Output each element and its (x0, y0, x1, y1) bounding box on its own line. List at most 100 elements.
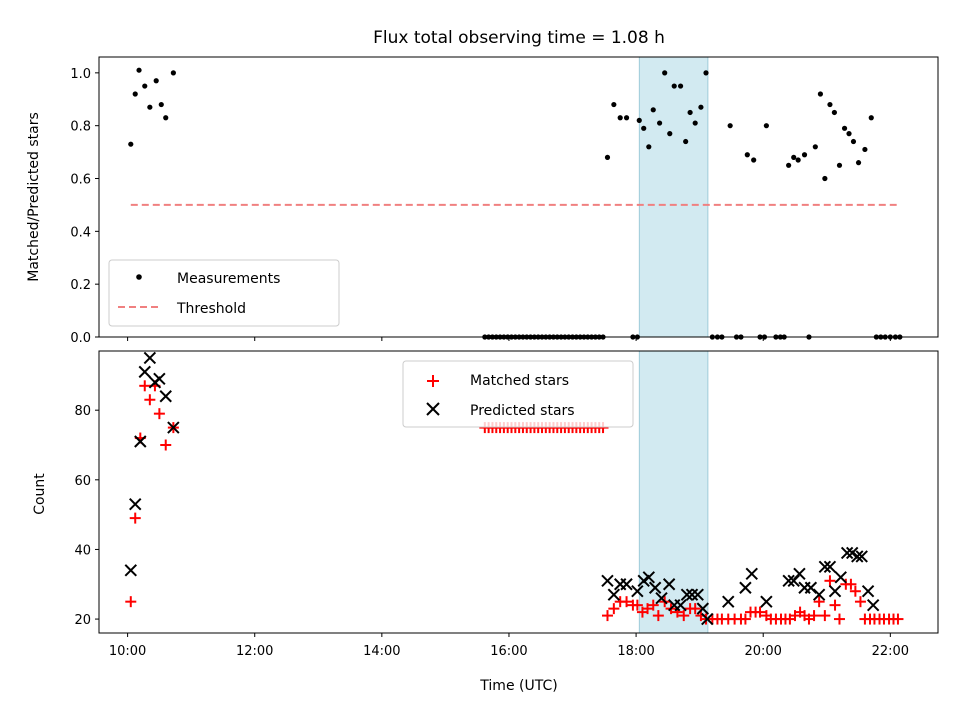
predicted-stars-point (159, 390, 172, 403)
predicted-stars-point (685, 588, 699, 601)
predicted-stars-point (818, 560, 832, 574)
measurement-point (850, 138, 857, 145)
measurement-point (868, 115, 874, 121)
ratio-y-tick-label: 0.0 (70, 331, 91, 346)
predicted-stars-point (701, 612, 714, 626)
ratio-y-tick-label: 0.6 (70, 173, 91, 188)
figure-title: Flux total observing time = 1.08 h (373, 28, 665, 48)
count-panel: 20 40 60 80 10:00 12:00 14:00 16:00 18:00 20:00 2… (32, 350, 939, 694)
predicted-stars-point (167, 421, 180, 434)
measurement-point (153, 78, 159, 84)
predicted-stars-point (129, 497, 142, 511)
matched-stars-point (813, 596, 825, 608)
count-y-tick-label: 60 (74, 474, 91, 489)
count-y-axis: 20 40 60 80 (74, 404, 99, 628)
predicted-stars-point (138, 365, 151, 379)
count-y-tick-label: 40 (74, 543, 91, 558)
predicted-legend-label: Predicted stars (470, 403, 575, 419)
measurement-point (667, 131, 673, 137)
measurement-point (623, 115, 630, 121)
matched-stars-point (819, 610, 831, 622)
measurement-point (650, 107, 656, 113)
matched-stars-point (652, 610, 664, 622)
matched-stars-point (647, 599, 659, 611)
measurement-point (698, 104, 704, 110)
measurement-point (170, 70, 176, 76)
measurement-point (817, 91, 824, 97)
measurement-point (692, 120, 698, 126)
matched-stars-point (754, 606, 766, 618)
predicted-stars-point (823, 560, 837, 574)
predicted-stars-point (655, 591, 668, 605)
matched-stars-point (892, 613, 904, 625)
measurement-point (786, 162, 792, 168)
measurement-point (791, 154, 797, 160)
predicted-stars-point (143, 351, 157, 365)
predicted-stars-point (674, 598, 687, 612)
x-axis-label: Time (UTC) (479, 678, 557, 694)
matched-stars-point (849, 585, 861, 597)
measurement-point (727, 123, 733, 129)
measurement-point (744, 152, 750, 158)
measurement-point (751, 157, 757, 163)
count-x-tick-label: 18:00 (617, 644, 654, 659)
threshold-legend-label: Threshold (176, 301, 246, 317)
predicted-stars-point (828, 585, 842, 598)
measurement-point (657, 120, 663, 126)
predicted-stars-point (631, 585, 644, 598)
matched-stars-point (833, 613, 845, 625)
predicted-stars-point (855, 550, 868, 563)
measurement-point (846, 131, 852, 137)
measurement-point (855, 160, 862, 166)
predicted-stars-point (648, 581, 662, 594)
matched-stars-point (808, 610, 820, 622)
matched-stars-point (129, 512, 141, 524)
measurement-point (827, 101, 833, 108)
count-x-tick-label: 16:00 (490, 644, 527, 659)
predicted-stars-point (866, 598, 880, 612)
predicted-stars-point (124, 564, 137, 577)
measurement-point (687, 109, 693, 116)
measurement-point (136, 67, 142, 73)
count-legend: Matched stars Predicted stars (402, 360, 634, 428)
predicted-stars-point (680, 588, 694, 601)
predicted-stars-point (662, 578, 676, 591)
predicted-stars-point (696, 602, 710, 615)
ratio-y-axis: 0.0 0.2 0.4 0.6 0.8 1.0 (70, 67, 99, 346)
predicted-stars-point (840, 546, 854, 560)
measurement-point (836, 162, 843, 168)
ratio-legend-box (108, 259, 340, 327)
count-y-axis-label: Count (32, 473, 48, 515)
count-panel-frame (98, 350, 939, 634)
count-x-axis: 10:00 12:00 14:00 16:00 18:00 20:00 22:00 (109, 633, 909, 659)
matched-legend-label: Matched stars (470, 373, 569, 389)
matched-stars-point (125, 596, 137, 608)
measurement-point (646, 144, 652, 150)
matched-stars-point (153, 408, 165, 420)
measurement-point (841, 125, 848, 131)
measurement-point (671, 83, 677, 89)
measurement-point (617, 115, 623, 121)
matched-stars-point (689, 603, 701, 615)
matched-stars-point (139, 380, 151, 392)
measurement-point (763, 123, 769, 129)
predicted-stars-point (722, 595, 735, 608)
predicted-stars-point (642, 571, 656, 584)
ratio-panel-frame (98, 56, 939, 338)
measurement-point (862, 146, 868, 153)
measurement-point (163, 115, 169, 121)
count-x-tick-label: 12:00 (236, 644, 273, 659)
matched-stars-point (854, 596, 866, 608)
matched-stars-point (621, 596, 633, 608)
measurement-point (604, 154, 611, 160)
observing-window-shade-top (638, 56, 709, 338)
count-x-tick-label: 22:00 (872, 644, 909, 659)
measurement-point (662, 70, 668, 76)
matched-stars-point (642, 603, 654, 615)
measurement-point (147, 104, 153, 110)
predicted-stars-point (793, 567, 806, 581)
ratio-y-tick-label: 0.4 (70, 225, 91, 240)
count-x-tick-label: 10:00 (109, 644, 146, 659)
measurement-point (636, 117, 642, 123)
matched-stars-point (678, 610, 690, 622)
